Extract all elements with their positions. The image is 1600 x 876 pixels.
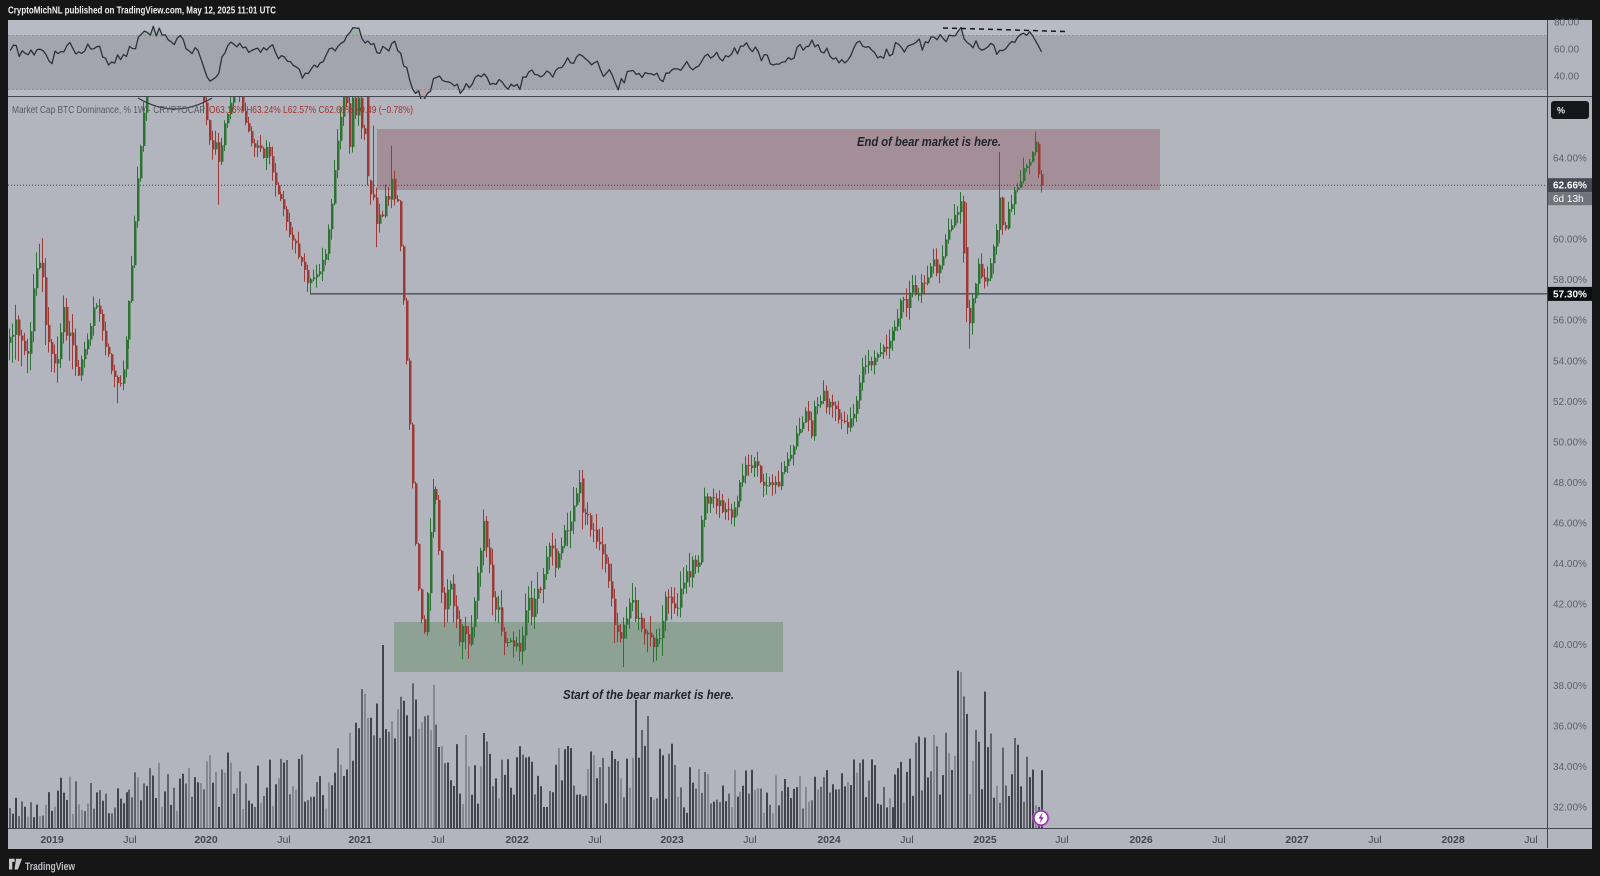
svg-text:2028: 2028 bbox=[1441, 834, 1465, 846]
svg-text:Market Cap BTC Dominance, % 1W: Market Cap BTC Dominance, % 1W · CRYPTOC… bbox=[12, 104, 205, 116]
svg-text:2023: 2023 bbox=[660, 834, 684, 846]
svg-text:40.00: 40.00 bbox=[1554, 72, 1579, 83]
svg-text:2021: 2021 bbox=[348, 834, 372, 846]
svg-text:2024: 2024 bbox=[817, 834, 841, 846]
svg-text:57.30%: 57.30% bbox=[1553, 289, 1587, 300]
svg-text:CryptoMichNL published on Trad: CryptoMichNL published on TradingView.co… bbox=[8, 6, 276, 17]
svg-text:%: % bbox=[1557, 106, 1565, 116]
svg-text:6d 13h: 6d 13h bbox=[1553, 194, 1584, 205]
svg-text:54.00%: 54.00% bbox=[1553, 356, 1587, 367]
svg-text:60.00: 60.00 bbox=[1554, 45, 1579, 56]
svg-text:Jul: Jul bbox=[1055, 834, 1068, 846]
svg-text:Jul: Jul bbox=[1368, 834, 1381, 846]
svg-text:36.00%: 36.00% bbox=[1553, 721, 1587, 732]
svg-text:Start of the bear market is he: Start of the bear market is here. bbox=[563, 687, 734, 702]
svg-text:56.00%: 56.00% bbox=[1553, 316, 1587, 327]
svg-text:38.00%: 38.00% bbox=[1553, 681, 1587, 692]
svg-text:42.00%: 42.00% bbox=[1553, 600, 1587, 611]
svg-text:Jul: Jul bbox=[1524, 834, 1537, 846]
svg-text:44.00%: 44.00% bbox=[1553, 559, 1587, 570]
svg-text:2026: 2026 bbox=[1129, 834, 1153, 846]
svg-text:Jul: Jul bbox=[431, 834, 444, 846]
svg-text:Jul: Jul bbox=[588, 834, 601, 846]
svg-text:34.00%: 34.00% bbox=[1553, 762, 1587, 773]
svg-text:2019: 2019 bbox=[40, 834, 64, 846]
svg-text:80.00: 80.00 bbox=[1554, 18, 1579, 29]
svg-text:2020: 2020 bbox=[194, 834, 218, 846]
svg-text:50.00%: 50.00% bbox=[1553, 437, 1587, 448]
svg-text:52.00%: 52.00% bbox=[1553, 397, 1587, 408]
svg-text:Jul: Jul bbox=[743, 834, 756, 846]
svg-text:2025: 2025 bbox=[973, 834, 997, 846]
svg-text:64.00%: 64.00% bbox=[1553, 154, 1587, 165]
svg-text:48.00%: 48.00% bbox=[1553, 478, 1587, 489]
svg-text:2027: 2027 bbox=[1285, 834, 1309, 846]
svg-text:40.00%: 40.00% bbox=[1553, 640, 1587, 651]
svg-text:End of bear market is here.: End of bear market is here. bbox=[857, 134, 1001, 149]
svg-text:46.00%: 46.00% bbox=[1553, 519, 1587, 530]
svg-text:2022: 2022 bbox=[505, 834, 529, 846]
svg-text:62.66%: 62.66% bbox=[1553, 181, 1587, 192]
svg-text:32.00%: 32.00% bbox=[1553, 803, 1587, 814]
svg-text:58.00%: 58.00% bbox=[1553, 275, 1587, 286]
svg-text:Jul: Jul bbox=[900, 834, 913, 846]
svg-text:60.00%: 60.00% bbox=[1553, 235, 1587, 246]
svg-text:Jul: Jul bbox=[123, 834, 136, 846]
svg-text:Jul: Jul bbox=[1212, 834, 1225, 846]
svg-text:Jul: Jul bbox=[277, 834, 290, 846]
svg-text:TradingView: TradingView bbox=[25, 861, 75, 873]
svg-text:O63.16% H63.24% L62.57% C62.66: O63.16% H63.24% L62.57% C62.66% −0.49 (−… bbox=[209, 104, 413, 116]
